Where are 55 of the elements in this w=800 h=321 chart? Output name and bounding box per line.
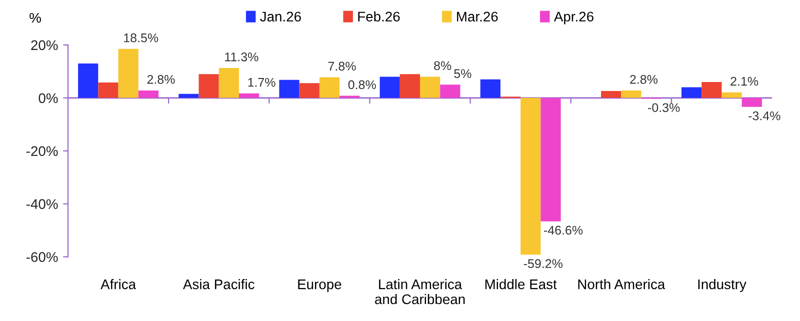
data-label: 2.8% (630, 75, 658, 84)
bar (480, 79, 500, 98)
data-label: 0.8% (348, 80, 376, 90)
data-label: 11.3% (225, 52, 258, 62)
x-tick-label: Africa (100, 279, 136, 290)
x-tick-label: Europe (298, 280, 342, 292)
bar (621, 90, 642, 98)
x-tick-label: Latin America and Caribbean (375, 279, 465, 304)
bar (681, 87, 702, 98)
bar (299, 83, 320, 98)
y-tick-label: -40% (26, 199, 58, 210)
y-tick-label: -60% (26, 252, 58, 262)
bar (178, 94, 199, 98)
bar (601, 91, 622, 98)
x-tick-label: Middle East (485, 279, 557, 290)
data-label: -3.4% (748, 111, 780, 120)
bar (702, 82, 722, 98)
x-tick-label: North America (578, 279, 666, 290)
bar (78, 63, 98, 98)
data-label: 2.8% (147, 75, 175, 84)
x-tick-label: Industry (698, 279, 746, 292)
bar (238, 93, 260, 98)
bar (440, 84, 460, 98)
data-label: -46.6% (544, 226, 583, 235)
bar (400, 74, 420, 98)
y-tick-label: 0% (38, 93, 58, 104)
data-label: 5% (454, 69, 472, 78)
bar (218, 68, 239, 98)
data-label: 2.1% (730, 76, 758, 86)
bar (722, 92, 742, 98)
data-label: 18.5% (124, 33, 158, 42)
data-label: 8% (434, 61, 452, 70)
bar (118, 48, 138, 98)
bar (138, 90, 159, 98)
bar (420, 76, 440, 98)
x-tick-label: Asia Pacific (182, 279, 254, 290)
data-label: -0.3% (648, 103, 680, 112)
data-label: -59.2% (524, 259, 562, 268)
data-label: 7.8% (328, 62, 356, 71)
bar (319, 77, 340, 98)
data-label: 1.7% (248, 78, 276, 87)
bar (98, 82, 118, 98)
legend-label: Jan.26 (260, 12, 301, 22)
bar (198, 74, 219, 98)
y-tick-label: -20% (26, 146, 58, 156)
legend-label: Mar.26 (457, 12, 498, 22)
legend-label: Feb.26 (358, 11, 400, 22)
bar (540, 98, 561, 222)
bar (520, 98, 541, 255)
legend-label: Apr.26 (554, 12, 594, 24)
y-tick-label: 20% (31, 40, 58, 50)
y-axis-title: % (30, 12, 41, 23)
bar (742, 98, 762, 107)
bar (279, 80, 300, 98)
bar (380, 76, 400, 98)
